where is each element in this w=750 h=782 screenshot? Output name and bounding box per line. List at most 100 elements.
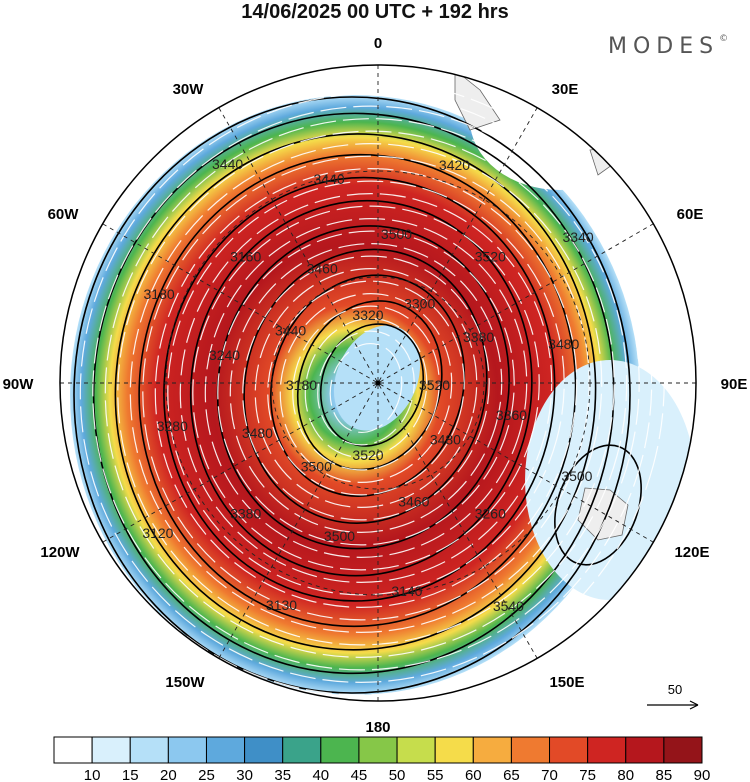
- streamline: [117, 130, 615, 646]
- colorbar-tick-label: 25: [198, 767, 215, 782]
- contour-label: 3130: [266, 597, 297, 613]
- height-contour: [114, 133, 597, 651]
- colorbar-tick-label: 60: [465, 767, 482, 782]
- contour-label: 3160: [230, 248, 261, 264]
- modes-logo: MODES©: [608, 34, 728, 59]
- contour-label: 3460: [398, 493, 429, 509]
- meridian-150: [218, 107, 538, 659]
- polar-low-core: [333, 325, 421, 431]
- streamline: [167, 180, 565, 596]
- colorbar-tick-label: 80: [617, 767, 634, 782]
- streamline: [229, 243, 503, 533]
- colorbar-swatch: [167, 736, 207, 764]
- contour-label: 3380: [463, 329, 494, 345]
- lon-label-150w: 150W: [165, 674, 205, 691]
- streamline: [242, 255, 490, 521]
- colorbar-tick-label: 35: [274, 767, 291, 782]
- contour-label: 3120: [142, 525, 173, 541]
- map-title: 14/06/2025 00 UTC + 192 hrs: [241, 1, 509, 23]
- streamline: [329, 342, 403, 434]
- lon-label-60e: 60E: [677, 206, 704, 223]
- streamline: [179, 193, 553, 583]
- contour-label: 3180: [144, 286, 175, 302]
- contour-label: 3140: [391, 583, 422, 599]
- colorbar-swatch: [663, 736, 703, 764]
- reference-vector-arrowhead-icon: [689, 700, 699, 710]
- colorbar-swatch: [129, 736, 169, 764]
- colorbar-swatch: [320, 736, 360, 764]
- streamline: [142, 155, 590, 621]
- copyright-mark: ©: [719, 34, 729, 44]
- south-pole-marker: [375, 380, 381, 386]
- contour-label: 3240: [209, 347, 240, 363]
- height-contour: [270, 274, 466, 497]
- contour-label: 3420: [439, 157, 470, 173]
- colorbar-tick-label: 20: [160, 767, 177, 782]
- colorbar-tick-label: 50: [389, 767, 406, 782]
- colorbar-swatch: [358, 736, 398, 764]
- lon-label-60w: 60W: [48, 206, 80, 223]
- contour-label: 3520: [475, 248, 506, 264]
- height-contour: [73, 96, 631, 694]
- streamline: [79, 93, 653, 683]
- colorbar-swatch: [434, 736, 474, 764]
- contour-label: 3480: [430, 431, 461, 447]
- colorbar-tick-label: 40: [312, 767, 329, 782]
- graticule: [60, 65, 696, 701]
- colorbar-swatch: [472, 736, 512, 764]
- contour-label: 3500: [561, 468, 592, 484]
- colorbar-tick-label: 70: [541, 767, 558, 782]
- colorbar-tick-label: 65: [503, 767, 520, 782]
- colorbar-tick-label: 30: [236, 767, 253, 782]
- streamline: [267, 280, 465, 496]
- colorbar-tick-label: 45: [351, 767, 368, 782]
- colorbar-swatch: [625, 736, 665, 764]
- colorbar-swatch: [549, 736, 589, 764]
- contour-label: 3260: [475, 506, 506, 522]
- weak-wind-region-east: [525, 360, 695, 600]
- colorbar-swatch: [91, 736, 131, 764]
- colorbar-swatch: [587, 736, 627, 764]
- lon-label-0: 0: [374, 35, 382, 52]
- streamline: [304, 318, 428, 458]
- colorbar-tick-label: 85: [656, 767, 673, 782]
- streamline: [92, 105, 640, 671]
- streamline: [254, 268, 478, 508]
- contour-label: 3300: [404, 296, 435, 312]
- colorbar-swatch: [396, 736, 436, 764]
- lon-label-150e: 150E: [549, 674, 584, 691]
- contour-label: 3360: [496, 407, 527, 423]
- reference-vector: 50: [647, 682, 699, 710]
- colorbar-tick-label: 75: [579, 767, 596, 782]
- meridian-60: [102, 223, 654, 543]
- contour-label: 3180: [286, 377, 317, 393]
- contour-label: 3500: [301, 459, 332, 475]
- lon-label-90e: 90E: [721, 376, 748, 393]
- land-outline-south-america: [454, 69, 501, 131]
- lon-label-120e: 120E: [674, 544, 709, 561]
- streamline: [129, 143, 603, 633]
- colorbar-tick-label: 90: [694, 767, 711, 782]
- meridian-30: [218, 107, 538, 659]
- streamline: [317, 330, 415, 446]
- lon-label-30e: 30E: [552, 81, 579, 98]
- contour-label: 3380: [230, 506, 261, 522]
- colorbar-tick-label: 55: [427, 767, 444, 782]
- contour-label: 3500: [381, 226, 412, 242]
- streamline: [204, 218, 528, 558]
- streamlines: [67, 80, 665, 696]
- height-contour: [189, 199, 533, 577]
- reference-vector-label: 50: [668, 682, 682, 697]
- colorbar-tick-label: 15: [122, 767, 139, 782]
- streamline: [279, 293, 453, 483]
- contour-label: 3280: [157, 418, 188, 434]
- contour-label: 3500: [324, 528, 355, 544]
- contour-label: 3480: [242, 425, 273, 441]
- contour-label: 3520: [352, 447, 383, 463]
- colorbar-swatch: [53, 736, 93, 764]
- colorbar-swatch: [282, 736, 322, 764]
- contour-label: 3540: [493, 598, 524, 614]
- contour-label: 3520: [419, 377, 450, 393]
- meridian-120: [102, 223, 654, 543]
- colorbar-tick-label: 10: [84, 767, 101, 782]
